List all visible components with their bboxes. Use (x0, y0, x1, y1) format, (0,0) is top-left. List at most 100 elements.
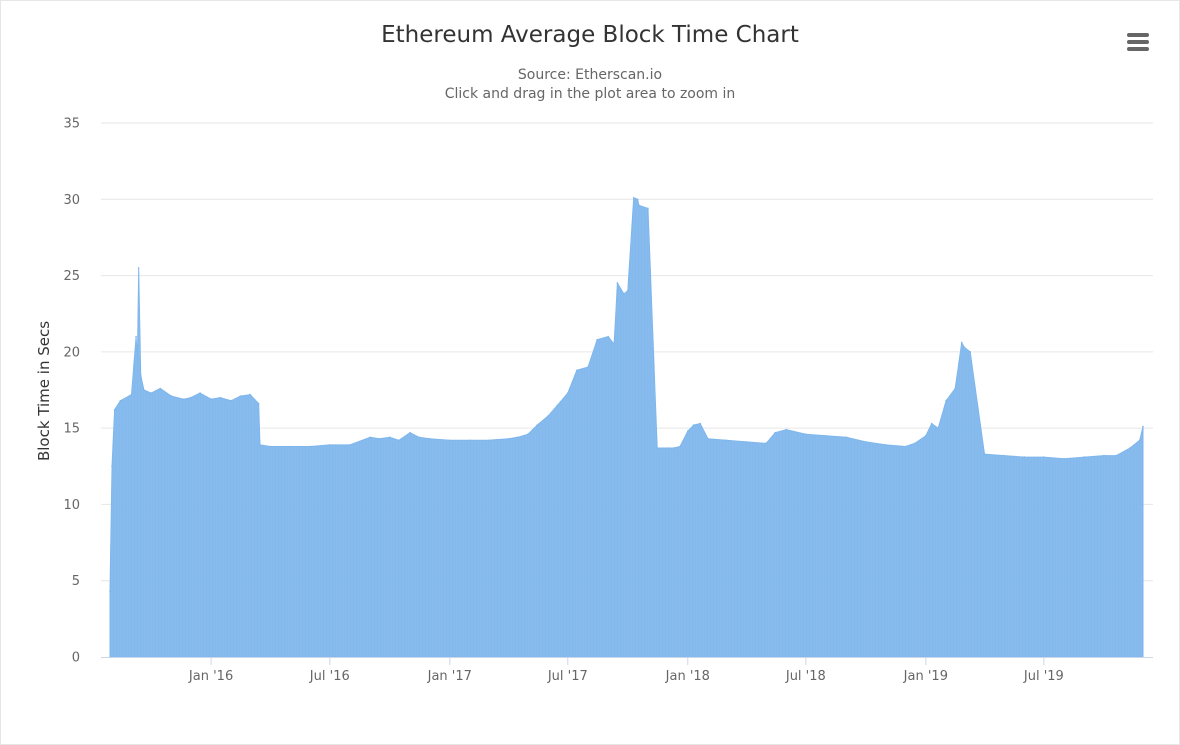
data-point[interactable] (638, 204, 640, 207)
data-point[interactable] (389, 436, 391, 439)
data-point[interactable] (647, 207, 649, 210)
data-point[interactable] (845, 436, 848, 439)
data-point[interactable] (913, 442, 916, 445)
data-point[interactable] (656, 447, 658, 449)
data-point[interactable] (960, 341, 963, 344)
data-point[interactable] (925, 435, 927, 437)
data-point[interactable] (329, 444, 331, 446)
data-point[interactable] (865, 441, 867, 443)
data-point[interactable] (119, 399, 122, 402)
data-point[interactable] (143, 389, 145, 391)
data-point[interactable] (1003, 454, 1005, 457)
data-point[interactable] (150, 392, 152, 394)
data-point[interactable] (963, 346, 966, 349)
data-point[interactable] (199, 392, 201, 394)
data-point[interactable] (885, 444, 887, 446)
data-point[interactable] (636, 198, 639, 201)
data-point[interactable] (269, 445, 272, 448)
data-point[interactable] (699, 422, 701, 425)
data-point[interactable] (111, 465, 113, 468)
data-point[interactable] (904, 445, 907, 448)
hamburger-menu-icon[interactable] (1122, 28, 1152, 56)
data-point[interactable] (623, 293, 625, 295)
data-point[interactable] (1138, 439, 1141, 442)
data-point[interactable] (679, 445, 681, 448)
data-point[interactable] (774, 431, 776, 434)
data-point[interactable] (1129, 447, 1131, 449)
data-point[interactable] (596, 338, 598, 341)
data-point[interactable] (369, 436, 372, 439)
data-point[interactable] (449, 439, 451, 442)
data-point[interactable] (257, 402, 260, 405)
data-point[interactable] (1023, 456, 1026, 458)
data-point[interactable] (556, 404, 559, 407)
data-point[interactable] (1142, 425, 1144, 428)
data-point[interactable] (627, 290, 629, 292)
x-tick-label: Jul '17 (547, 669, 588, 684)
data-point[interactable] (130, 393, 133, 396)
data-point[interactable] (765, 442, 767, 445)
data-point[interactable] (136, 358, 139, 361)
data-point[interactable] (259, 444, 261, 446)
data-point[interactable] (1103, 454, 1105, 457)
data-point[interactable] (182, 398, 185, 401)
data-point[interactable] (825, 435, 827, 437)
data-point[interactable] (672, 447, 675, 449)
data-point[interactable] (930, 422, 933, 425)
data-point[interactable] (113, 409, 116, 411)
data-point[interactable] (613, 343, 615, 346)
data-point[interactable] (398, 439, 400, 442)
data-point[interactable] (516, 436, 519, 439)
data-point[interactable] (616, 282, 619, 285)
data-point[interactable] (378, 438, 381, 440)
data-point[interactable] (139, 373, 142, 376)
data-point[interactable] (109, 590, 111, 593)
data-point[interactable] (945, 399, 947, 402)
data-point[interactable] (805, 433, 807, 436)
data-point[interactable] (137, 267, 140, 269)
data-point[interactable] (937, 427, 939, 429)
data-point[interactable] (692, 424, 695, 426)
data-point[interactable] (567, 392, 569, 394)
data-point[interactable] (587, 366, 589, 368)
data-point[interactable] (469, 439, 471, 442)
data-point[interactable] (135, 335, 137, 338)
data-point[interactable] (536, 424, 538, 426)
data-point[interactable] (428, 438, 431, 440)
data-point[interactable] (289, 445, 291, 448)
data-point[interactable] (1115, 454, 1118, 457)
data-point[interactable] (707, 438, 709, 440)
data-point[interactable] (487, 439, 490, 442)
data-point[interactable] (687, 430, 689, 433)
data-point[interactable] (1063, 457, 1065, 460)
data-point[interactable] (745, 441, 748, 443)
series-area[interactable] (109, 123, 1144, 658)
data-point[interactable] (527, 433, 529, 436)
data-point[interactable] (1083, 456, 1086, 458)
data-point[interactable] (983, 453, 986, 455)
data-point[interactable] (666, 447, 669, 449)
data-point[interactable] (1043, 456, 1045, 458)
data-point[interactable] (239, 395, 242, 397)
data-point[interactable] (219, 396, 221, 399)
data-point[interactable] (969, 351, 971, 353)
data-point[interactable] (309, 445, 312, 448)
data-point[interactable] (607, 335, 609, 338)
data-point[interactable] (210, 398, 212, 401)
data-point[interactable] (349, 444, 351, 446)
data-point[interactable] (409, 431, 411, 434)
data-point[interactable] (547, 415, 549, 417)
data-point[interactable] (954, 387, 956, 390)
data-point[interactable] (725, 439, 728, 442)
data-point[interactable] (785, 428, 788, 431)
data-point[interactable] (230, 399, 233, 402)
data-point[interactable] (632, 197, 635, 199)
data-point[interactable] (507, 438, 510, 440)
data-point[interactable] (249, 393, 251, 396)
data-point[interactable] (418, 436, 420, 439)
data-point[interactable] (159, 387, 161, 390)
data-point[interactable] (170, 395, 173, 397)
data-point[interactable] (576, 369, 578, 372)
data-point[interactable] (190, 396, 192, 399)
